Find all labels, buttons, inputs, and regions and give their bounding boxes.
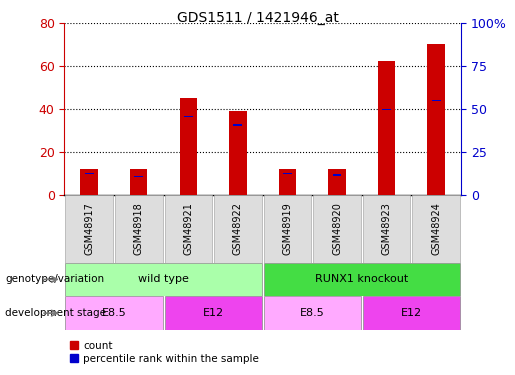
Bar xyxy=(279,169,296,195)
Bar xyxy=(363,296,460,330)
Text: E8.5: E8.5 xyxy=(300,308,324,318)
Bar xyxy=(65,296,163,330)
Bar xyxy=(229,111,247,195)
Bar xyxy=(313,195,361,262)
Text: GSM48924: GSM48924 xyxy=(431,202,441,255)
Bar xyxy=(413,195,460,262)
Text: E8.5: E8.5 xyxy=(101,308,126,318)
Text: development stage: development stage xyxy=(5,308,106,318)
Bar xyxy=(80,169,98,195)
Legend: count, percentile rank within the sample: count, percentile rank within the sample xyxy=(70,341,259,364)
Bar xyxy=(378,61,395,195)
Text: E12: E12 xyxy=(202,308,224,318)
Text: GDS1511 / 1421946_at: GDS1511 / 1421946_at xyxy=(177,11,338,25)
Text: genotype/variation: genotype/variation xyxy=(5,274,104,284)
Bar xyxy=(214,195,262,262)
Text: GSM48919: GSM48919 xyxy=(282,202,293,255)
Bar xyxy=(432,100,441,101)
Text: GSM48918: GSM48918 xyxy=(134,202,144,255)
Bar xyxy=(130,169,147,195)
Bar xyxy=(184,116,193,117)
Bar xyxy=(233,124,243,126)
Text: GSM48917: GSM48917 xyxy=(84,202,94,255)
Bar xyxy=(329,169,346,195)
Bar xyxy=(164,296,262,330)
Bar xyxy=(134,176,143,177)
Bar xyxy=(264,296,361,330)
Text: GSM48922: GSM48922 xyxy=(233,202,243,255)
Text: E12: E12 xyxy=(401,308,422,318)
Bar xyxy=(180,98,197,195)
Bar xyxy=(333,174,341,176)
Text: wild type: wild type xyxy=(138,274,189,284)
Bar xyxy=(65,262,262,296)
Bar xyxy=(264,262,460,296)
Bar xyxy=(65,195,113,262)
Bar xyxy=(427,44,445,195)
Bar xyxy=(283,172,292,174)
Bar xyxy=(115,195,163,262)
Bar xyxy=(84,172,94,174)
Text: GSM48923: GSM48923 xyxy=(382,202,391,255)
Bar xyxy=(264,195,311,262)
Text: GSM48920: GSM48920 xyxy=(332,202,342,255)
Bar xyxy=(363,195,410,262)
Bar xyxy=(164,195,212,262)
Text: RUNX1 knockout: RUNX1 knockout xyxy=(315,274,408,284)
Text: GSM48921: GSM48921 xyxy=(183,202,193,255)
Bar xyxy=(382,109,391,110)
